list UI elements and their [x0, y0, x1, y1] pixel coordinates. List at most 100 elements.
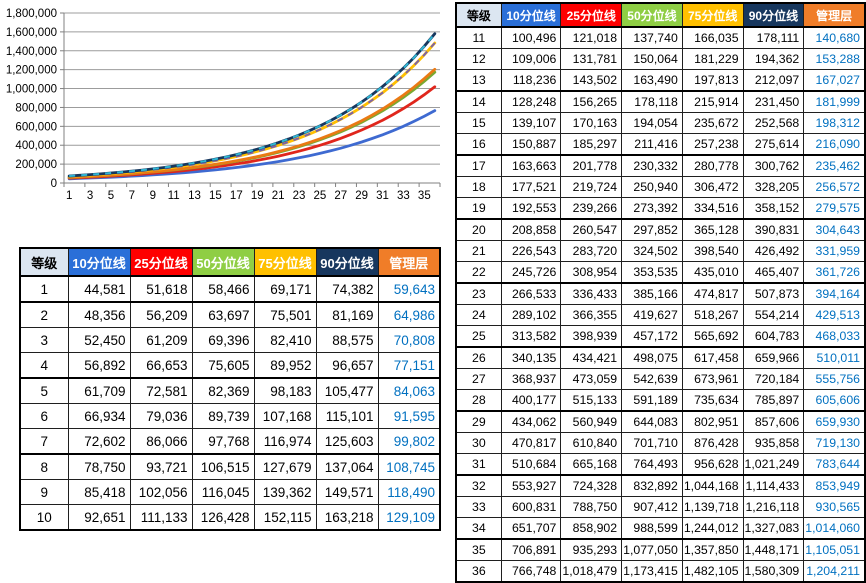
col-header-2: 25分位线: [129, 247, 193, 277]
cell-value: 498,075: [621, 346, 683, 369]
cell-value: 106,515: [191, 453, 255, 480]
series-line-4: [67, 32, 437, 178]
cell-level: 2: [19, 301, 69, 328]
cell-value: 96,657: [315, 352, 379, 379]
cell-value: 72,602: [67, 428, 131, 455]
table-header: 等级 10分位线 25分位线 50分位线 75分位线 90分位线 管理层: [455, 2, 866, 28]
cell-value: 304,643: [803, 218, 866, 241]
cell-value: 56,892: [67, 352, 131, 379]
cell-level: 8: [19, 453, 69, 480]
cell-value: 434,062: [500, 410, 562, 433]
cell-level: 18: [455, 176, 502, 198]
cell-value: 368,937: [500, 368, 562, 390]
y-axis-label: 600,000: [15, 121, 57, 133]
table-row-level-1: 1 44,581 51,618 58,466 69,171 74,382 59,643: [19, 275, 441, 303]
cell-value: 143,502: [560, 69, 623, 92]
table-row-level-28: 28 400,177 515,133 591,189 735,634 785,897 605…: [455, 389, 866, 412]
cell-value: 127,679: [253, 453, 317, 480]
cell-value: 907,412: [621, 496, 683, 518]
cell-value: 468,033: [803, 325, 866, 348]
cell-level: 24: [455, 304, 502, 326]
cell-value: 77,151: [377, 352, 441, 379]
cell-value: 353,535: [621, 261, 683, 284]
cell-value: 109,006: [500, 48, 562, 70]
cell-value: 853,949: [803, 474, 866, 497]
cell-value: 719,130: [803, 432, 866, 454]
y-axis-label: 1,200,000: [6, 65, 57, 77]
table-header: 等级 10分位线 25分位线 50分位线 75分位线 90分位线 管理层: [19, 247, 441, 277]
cell-level: 29: [455, 410, 502, 433]
cell-level: 19: [455, 197, 502, 220]
cell-value: 84,063: [377, 377, 441, 404]
cell-value: 1,021,249: [742, 453, 805, 476]
cell-value: 988,599: [621, 517, 683, 540]
cell-level: 34: [455, 517, 502, 540]
cell-value: 163,490: [621, 69, 683, 92]
cell-value: 215,914: [681, 90, 744, 113]
col-header-6: 管理层: [377, 247, 441, 277]
cell-value: 150,064: [621, 48, 683, 70]
table-row-level-27: 27 368,937 473,059 542,639 673,961 720,184 555…: [455, 368, 866, 390]
x-axis-label: 17: [230, 190, 243, 202]
cell-value: 701,710: [621, 432, 683, 454]
cell-value: 152,115: [253, 504, 317, 531]
cell-value: 66,653: [129, 352, 193, 379]
cell-value: 118,490: [377, 479, 441, 505]
table-row-level-30: 30 470,817 610,840 701,710 876,428 935,858 719…: [455, 432, 866, 454]
table-row-level-18: 18 177,521 219,724 250,940 306,472 328,205 256…: [455, 176, 866, 198]
cell-value: 334,516: [681, 197, 744, 220]
cell-value: 51,618: [129, 275, 193, 303]
cell-value: 1,139,718: [681, 496, 744, 518]
line-chart-canvas: 0 200,000 400,000 600,000 800,000 1,000,000 1,…: [6, 8, 441, 202]
cell-value: 507,873: [742, 282, 805, 305]
cell-value: 605,606: [803, 389, 866, 412]
cell-value: 92,651: [67, 504, 131, 531]
cell-value: 97,768: [191, 428, 255, 455]
cell-value: 121,018: [560, 26, 623, 49]
cell-value: 149,571: [315, 479, 379, 505]
cell-value: 324,502: [621, 240, 683, 262]
col-header-0: 等级: [19, 247, 69, 277]
y-axis-label: 1,000,000: [6, 84, 57, 96]
cell-value: 89,739: [191, 403, 255, 429]
cell-value: 61,709: [67, 377, 131, 404]
cell-value: 59,643: [377, 275, 441, 303]
cell-value: 75,605: [191, 352, 255, 379]
y-axis-label: 1,800,000: [6, 8, 57, 20]
cell-value: 79,036: [129, 403, 193, 429]
cell-value: 266,533: [500, 282, 562, 305]
cell-value: 518,267: [681, 304, 744, 326]
table-row-level-17: 17 163,663 201,778 230,332 280,778 300,762 235…: [455, 154, 866, 177]
cell-level: 32: [455, 474, 502, 497]
table-row-level-29: 29 434,062 560,949 644,083 802,951 857,606 659…: [455, 410, 866, 433]
cell-value: 260,547: [560, 218, 623, 241]
table-row-level-25: 25 313,582 398,939 457,172 565,692 604,783 468…: [455, 325, 866, 348]
cell-value: 178,111: [742, 26, 805, 49]
cell-level: 25: [455, 325, 502, 348]
x-axis-label: 27: [334, 190, 347, 202]
x-axis-label: 21: [272, 190, 285, 202]
cell-value: 604,783: [742, 325, 805, 348]
cell-level: 14: [455, 90, 502, 113]
cell-level: 35: [455, 538, 502, 561]
cell-value: 766,748: [500, 560, 562, 583]
cell-value: 86,066: [129, 428, 193, 455]
cell-value: 63,697: [191, 301, 255, 328]
table-row-level-12: 12 109,006 131,781 150,064 181,229 194,362 153…: [455, 48, 866, 70]
cell-level: 36: [455, 560, 502, 583]
cell-value: 858,902: [560, 517, 623, 540]
table-row-level-33: 33 600,831 788,750 907,412 1,139,718 1,216,11…: [455, 496, 866, 518]
cell-value: 256,572: [803, 176, 866, 198]
cell-value: 139,107: [500, 112, 562, 134]
cell-value: 81,169: [315, 301, 379, 328]
cell-value: 56,209: [129, 301, 193, 328]
x-axis-label: 31: [376, 190, 389, 202]
table-row-level-14: 14 128,248 156,265 178,118 215,914 231,450 181…: [455, 90, 866, 113]
cell-value: 235,462: [803, 154, 866, 177]
col-header-0: 等级: [455, 2, 502, 28]
cell-value: 128,248: [500, 90, 562, 113]
cell-value: 1,077,050: [621, 538, 683, 561]
cell-value: 178,118: [621, 90, 683, 113]
cell-value: 219,724: [560, 176, 623, 198]
cell-value: 665,168: [560, 453, 623, 476]
